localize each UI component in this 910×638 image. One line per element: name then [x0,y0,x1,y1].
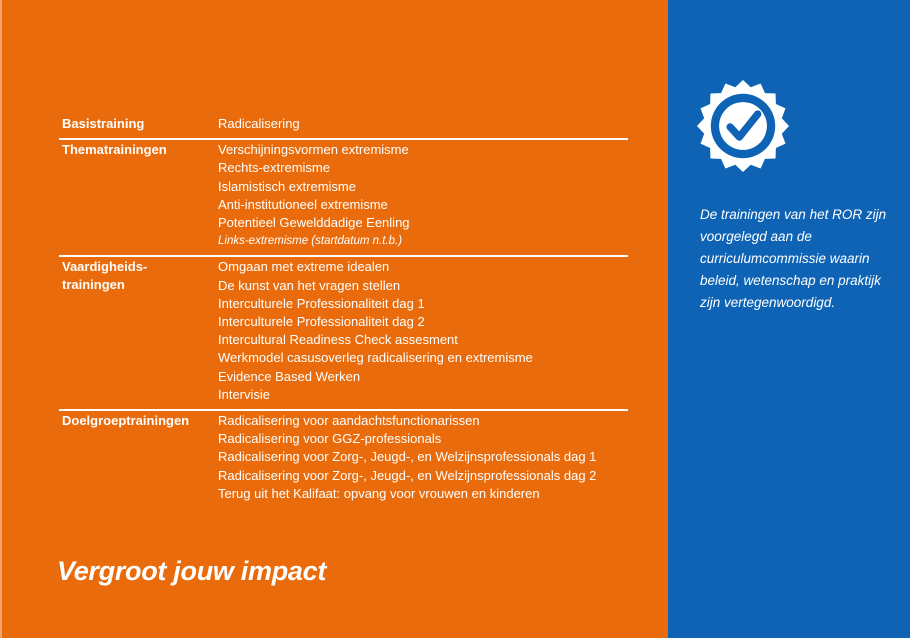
section-title: Basistraining [62,116,145,131]
list-item: Radicalisering voor Zorg-, Jeugd-, en We… [218,467,597,483]
list-item: Rechts-extremisme [218,160,330,176]
section-basistraining: Basistraining Radicalisering [59,114,628,138]
list-item: Intervisie [218,386,271,402]
list-item: Radicalisering [218,116,300,131]
list-item: Terug uit het Kalifaat: opvang voor vrou… [218,485,540,501]
section-title-line: trainingen [62,277,125,293]
curriculum-note: De trainingen van het ROR zijn voorgeleg… [700,207,887,310]
headline: Vergroot jouw impact [57,556,327,586]
section-title: Doelgroeptrainingen [62,413,190,429]
section-doelgroeptrainingen: Doelgroeptrainingen Radicalisering voor … [59,409,628,508]
list-item: Radicalisering voor Zorg-, Jeugd-, en We… [218,449,597,465]
section-title: Vaardigheids- trainingen [59,257,218,409]
section-items: Omgaan met extreme idealen De kunst van … [218,257,628,409]
list-item: Radicalisering voor aandachtsfunctionari… [218,413,480,429]
list-item: Omgaan met extreme idealen [218,259,390,275]
list-item: Potentieel Gewelddadige Eenling [218,215,410,231]
list-item: Evidence Based Werken [218,368,361,384]
section-items: Radicalisering [218,114,628,138]
list-item: Anti-institutioneel extremisme [218,196,388,212]
section-title-line: Vaardigheids- [62,259,148,275]
section-items: Radicalisering voor aandachtsfunctionari… [218,411,628,508]
list-item: Verschijningsvormen extremisme [218,142,409,158]
section-items: Verschijningsvormen extremisme Rechts-ex… [218,140,628,255]
list-item: Radicalisering voor GGZ-professionals [218,431,442,447]
training-overview-panel: Basistraining Radicalisering Thematraini… [0,0,668,638]
list-item: Werkmodel casusoverleg radicalisering en… [218,350,533,366]
section-thematrainingen: Thematrainingen Verschijningsvormen extr… [59,138,628,255]
section-vaardigheidstrainingen: Vaardigheids- trainingen Omgaan met extr… [59,255,628,409]
list-item: Interculturele Professionaliteit dag 1 [218,295,425,311]
training-table: Basistraining Radicalisering Thematraini… [59,114,628,508]
check-badge-icon [697,80,789,172]
list-item: Islamistisch extremisme [218,178,356,194]
list-item: Links-extremisme (startdatum n.t.b.) [218,235,403,248]
list-item: De kunst van het vragen stellen [218,277,401,293]
list-item: Intercultural Readiness Check assesment [218,332,458,348]
section-title: Thematrainingen [62,142,167,158]
list-item: Interculturele Professionaliteit dag 2 [218,314,425,330]
